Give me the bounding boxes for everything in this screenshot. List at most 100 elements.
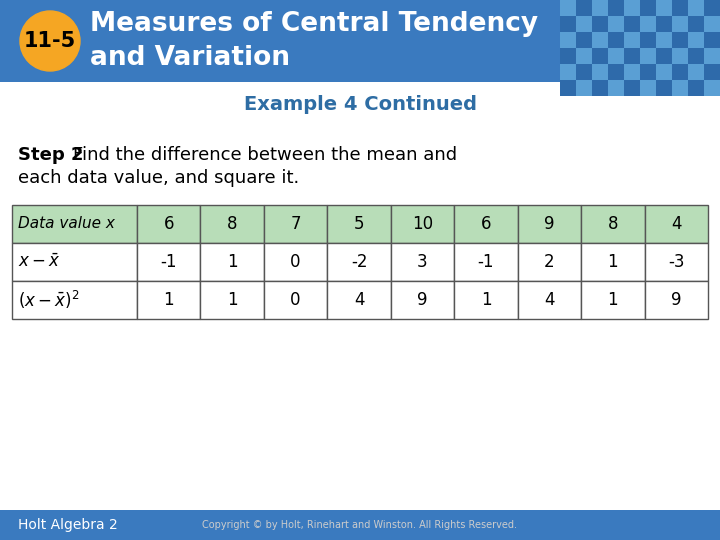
Bar	[592, 32, 608, 48]
Bar	[560, 80, 576, 96]
Text: $(x - \bar{x})^2$: $(x - \bar{x})^2$	[18, 289, 79, 311]
Bar	[200, 205, 264, 243]
Bar	[581, 281, 644, 319]
Text: 8: 8	[227, 215, 238, 233]
Bar	[200, 281, 264, 319]
Bar	[608, 16, 624, 32]
Bar	[640, 64, 656, 80]
Text: -2: -2	[351, 253, 367, 271]
Bar	[592, 48, 608, 64]
Text: 3: 3	[417, 253, 428, 271]
Bar	[264, 243, 328, 281]
Text: 1: 1	[227, 253, 238, 271]
Text: 1: 1	[481, 291, 491, 309]
Bar	[688, 32, 704, 48]
Text: -3: -3	[668, 253, 685, 271]
Bar	[644, 243, 708, 281]
Bar	[454, 205, 518, 243]
Text: 6: 6	[163, 215, 174, 233]
Bar	[672, 0, 688, 16]
Bar	[624, 0, 640, 16]
Text: 9: 9	[418, 291, 428, 309]
Bar	[560, 48, 576, 64]
Bar	[0, 510, 720, 540]
Bar	[624, 64, 640, 80]
Bar	[704, 0, 720, 16]
Bar	[454, 243, 518, 281]
Bar	[391, 243, 454, 281]
Bar	[518, 281, 581, 319]
Text: 1: 1	[163, 291, 174, 309]
Text: 11-5: 11-5	[24, 31, 76, 51]
Text: 9: 9	[671, 291, 682, 309]
Bar	[640, 48, 656, 64]
Bar	[688, 80, 704, 96]
Text: 10: 10	[412, 215, 433, 233]
Bar	[688, 64, 704, 80]
Bar	[640, 0, 656, 16]
Bar	[704, 32, 720, 48]
Bar	[518, 243, 581, 281]
Text: 4: 4	[671, 215, 682, 233]
Text: and Variation: and Variation	[90, 45, 290, 71]
Text: 0: 0	[290, 253, 301, 271]
Bar	[640, 32, 656, 48]
Text: 1: 1	[608, 253, 618, 271]
Bar	[137, 205, 200, 243]
Bar	[391, 281, 454, 319]
Bar	[656, 80, 672, 96]
Bar	[560, 32, 576, 48]
Bar	[576, 80, 592, 96]
Bar	[576, 16, 592, 32]
Text: Holt Algebra 2: Holt Algebra 2	[18, 518, 118, 532]
Bar	[576, 0, 592, 16]
Bar	[704, 48, 720, 64]
Bar	[608, 48, 624, 64]
Bar	[672, 80, 688, 96]
Text: 4: 4	[354, 291, 364, 309]
Text: Step 2: Step 2	[18, 146, 84, 164]
Bar	[688, 48, 704, 64]
Text: 9: 9	[544, 215, 554, 233]
Bar	[640, 80, 656, 96]
Bar	[608, 64, 624, 80]
Bar	[137, 243, 200, 281]
Text: Find the difference between the mean and: Find the difference between the mean and	[73, 146, 457, 164]
Bar	[264, 281, 328, 319]
Bar	[454, 281, 518, 319]
Bar	[328, 281, 391, 319]
Text: 2: 2	[544, 253, 554, 271]
Bar	[644, 205, 708, 243]
Bar	[328, 205, 391, 243]
Text: -1: -1	[477, 253, 494, 271]
Bar	[608, 0, 624, 16]
Bar	[672, 48, 688, 64]
Bar	[12, 281, 137, 319]
Bar	[640, 16, 656, 32]
Bar	[518, 205, 581, 243]
Bar	[560, 16, 576, 32]
Bar	[592, 16, 608, 32]
Circle shape	[20, 11, 80, 71]
Text: Measures of Central Tendency: Measures of Central Tendency	[90, 11, 538, 37]
Bar	[644, 281, 708, 319]
Text: 8: 8	[608, 215, 618, 233]
Bar	[576, 48, 592, 64]
Text: each data value, and square it.: each data value, and square it.	[18, 169, 300, 187]
Bar	[656, 0, 672, 16]
Bar	[12, 205, 137, 243]
Text: 1: 1	[227, 291, 238, 309]
Text: 0: 0	[290, 291, 301, 309]
Bar	[704, 64, 720, 80]
Bar	[624, 80, 640, 96]
Bar	[688, 16, 704, 32]
Bar	[592, 80, 608, 96]
Text: 1: 1	[608, 291, 618, 309]
Bar	[704, 16, 720, 32]
Bar	[581, 205, 644, 243]
Bar	[328, 243, 391, 281]
Text: 4: 4	[544, 291, 554, 309]
Text: Example 4 Continued: Example 4 Continued	[243, 96, 477, 114]
Text: 7: 7	[290, 215, 301, 233]
Bar	[688, 0, 704, 16]
